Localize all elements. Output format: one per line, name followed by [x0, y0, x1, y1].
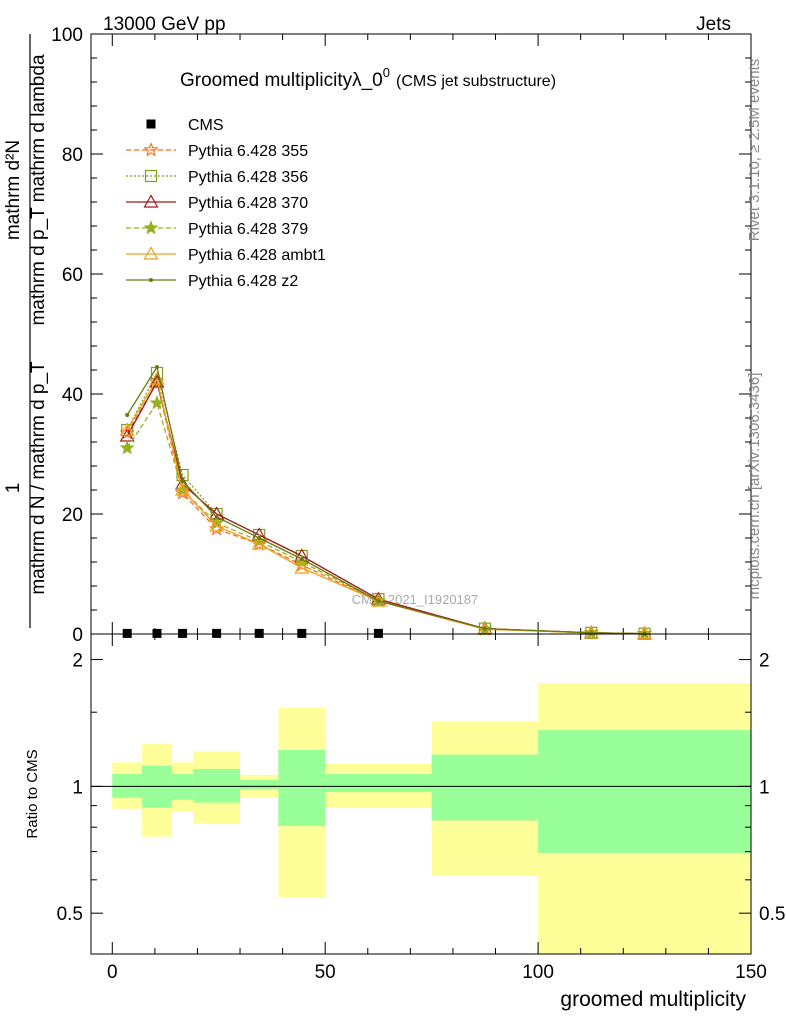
header-jets: Jets — [696, 14, 731, 35]
ratio-plot-frame — [90, 633, 752, 955]
x-tick-label: 150 — [735, 962, 767, 983]
y-tick-label: 100 — [51, 25, 83, 46]
y-axis-label-upper: mathrm d²N — [3, 140, 24, 240]
data-point — [257, 536, 262, 540]
legend-marker — [143, 194, 159, 208]
series-0 — [122, 628, 383, 638]
legend-label: Pythia 6.428 370 — [188, 195, 308, 212]
x-tick-label: 0 — [107, 962, 118, 983]
data-point — [155, 365, 159, 369]
data-point — [482, 626, 487, 631]
legend-marker — [144, 169, 158, 183]
series-layer — [119, 365, 653, 641]
stat-uncertainty-band — [431, 754, 539, 821]
ratio-y-ticks: 0.5 0.5 1 1 2 2 — [57, 651, 786, 926]
data-point — [637, 625, 653, 640]
legend-marker — [143, 220, 159, 235]
stat-uncertainty-band — [538, 730, 751, 853]
legend-label: Pythia 6.428 379 — [188, 221, 308, 238]
chart-title-sup: 0 — [383, 65, 390, 80]
legend-entry: Pythia 6.428 ambt1 — [126, 246, 326, 264]
ratio-plot: 0.5 0.5 1 1 2 2 0 50 100 150 Ratio to CMS groome… — [24, 633, 786, 1011]
legend-marker — [149, 278, 153, 282]
stat-uncertainty-band — [193, 768, 241, 803]
ratio-bands — [112, 682, 751, 954]
ratio-y-tick-label-left: 2 — [72, 651, 83, 672]
data-point — [119, 440, 135, 455]
data-point — [175, 482, 191, 496]
ratio-y-tick-label-right: 0.5 — [759, 904, 785, 925]
legend-entry: Pythia 6.428 355 — [126, 141, 308, 160]
legend-label: CMS — [188, 117, 224, 134]
data-point — [254, 628, 264, 638]
legend-entry: CMS — [146, 117, 224, 134]
ratio-y-tick-label-left: 0.5 — [57, 904, 83, 925]
legend-entry: Pythia 6.428 356 — [126, 169, 308, 186]
x-tick-label: 50 — [315, 962, 336, 983]
main-x-ticks — [111, 34, 752, 634]
data-point — [212, 628, 222, 638]
stat-uncertainty-band — [112, 773, 143, 798]
series-line — [126, 401, 645, 635]
y-tick-label: 40 — [62, 385, 83, 406]
legend: CMS Pythia 6.428 355 Pythia 6.428 356 Pythi… — [126, 117, 326, 290]
ratio-y-tick-label-left: 1 — [72, 777, 83, 798]
chart-title-main: Groomed multiplicityλ_0 — [180, 70, 383, 91]
data-point — [178, 628, 188, 638]
stat-uncertainty-band — [278, 749, 326, 827]
legend-label: Pythia 6.428 355 — [188, 143, 308, 160]
data-point — [125, 413, 130, 417]
data-point — [294, 560, 310, 574]
y-axis-label-upper-numerator: mathrm d²N — [3, 140, 24, 240]
data-point — [152, 628, 162, 638]
chart-title-sub: (CMS jet substructure) — [396, 73, 556, 90]
x-tick-label: 100 — [522, 962, 554, 983]
data-point — [119, 422, 135, 436]
chart-title: Groomed multiplicityλ_00 (CMS jet substru… — [180, 65, 556, 91]
data-point — [297, 628, 307, 638]
legend-label: Pythia 6.428 356 — [188, 169, 308, 186]
ratio-y-tick-label-right: 2 — [759, 651, 770, 672]
legend-entry: Pythia 6.428 z2 — [126, 273, 298, 290]
rivet-version: Rivet 3.1.10, ≥ 2.5M events — [746, 59, 763, 242]
header-process: 13000 GeV pp — [103, 14, 226, 35]
data-point — [251, 536, 267, 550]
ratio-y-axis-label: Ratio to CMS — [24, 749, 41, 838]
data-point — [122, 628, 132, 638]
legend-marker — [143, 141, 159, 157]
data-point — [214, 515, 219, 519]
data-point — [370, 593, 386, 607]
y-tick-label: 80 — [62, 145, 83, 166]
legend-marker — [143, 246, 159, 260]
data-point — [299, 557, 304, 561]
legend-label: Pythia 6.428 ambt1 — [188, 247, 326, 264]
y-tick-label: 60 — [62, 265, 83, 286]
mcplots-credit: mcplots.cern.ch [arXiv:1306.3436] — [746, 373, 763, 600]
stat-uncertainty-band — [325, 773, 432, 792]
y-axis-label-top: 1 — [3, 483, 24, 494]
main-y-ticks: 0 20 40 60 80 100 — [51, 25, 751, 646]
y-tick-label: 0 — [72, 625, 83, 646]
y-axis-label-lower: mathrm d N / mathrm d p_T — [28, 361, 49, 595]
legend-label: Pythia 6.428 z2 — [188, 273, 298, 290]
stat-uncertainty-band — [240, 780, 279, 790]
x-axis-label: groomed multiplicity — [560, 988, 746, 1011]
legend-entry: Pythia 6.428 379 — [126, 220, 308, 238]
legend-marker — [146, 119, 156, 129]
ratio-x-ticks: 0 50 100 150 — [107, 634, 767, 983]
data-point — [373, 628, 383, 638]
ratio-y-tick-label-right: 1 — [759, 777, 770, 798]
data-point — [209, 518, 225, 532]
data-point — [180, 479, 185, 483]
series-line — [126, 365, 645, 635]
y-tick-label: 20 — [62, 505, 83, 526]
data-point — [149, 371, 165, 385]
y-axis-label-upper-denominator: mathrm d p_T mathrm d lambda — [28, 54, 49, 325]
data-point — [376, 599, 381, 603]
legend-entry: Pythia 6.428 370 — [126, 194, 308, 212]
